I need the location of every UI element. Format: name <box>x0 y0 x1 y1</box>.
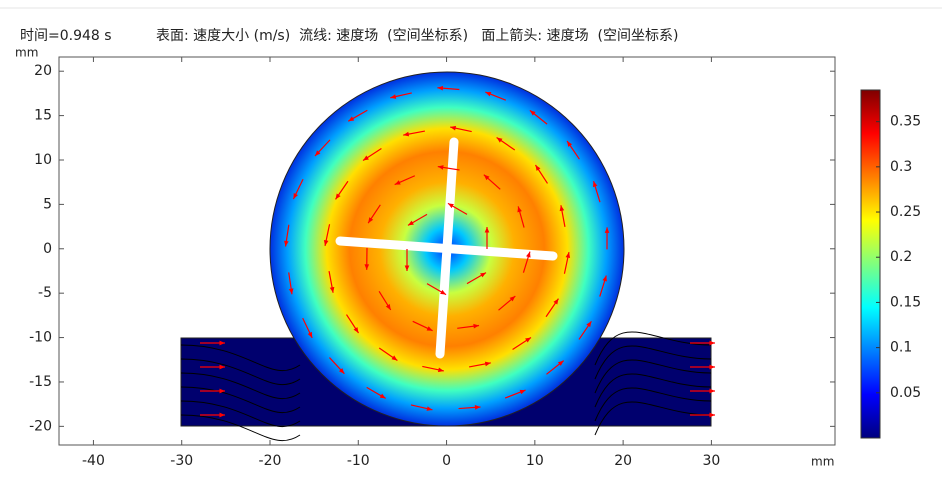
colorbar-tick-label: 0.1 <box>890 340 912 356</box>
y-tick-label: -5 <box>38 285 52 301</box>
colorbar-tick-label: 0.2 <box>890 249 912 265</box>
colorbar-tick-label: 0.15 <box>890 294 921 310</box>
x-tick-label: -40 <box>82 453 105 469</box>
x-tick-label: 0 <box>442 453 451 469</box>
y-tick-label: 5 <box>43 196 52 212</box>
x-tick-label: -10 <box>347 453 370 469</box>
colorbar-tick-label: 0.25 <box>890 204 921 220</box>
y-tick-label: 15 <box>34 108 52 124</box>
time-label: 时间=0.948 s <box>20 28 112 44</box>
y-tick-label: -15 <box>29 374 52 390</box>
plot-title: 表面: 速度大小 (m/s) 流线: 速度场 (空间坐标系) 面上箭头: 速度场… <box>156 27 678 44</box>
y-tick-label: -20 <box>29 418 52 434</box>
x-tick-label: 20 <box>614 453 632 469</box>
colorbar <box>861 90 880 438</box>
y-tick-label: -10 <box>29 330 52 346</box>
y-tick-label: 0 <box>43 241 52 257</box>
colorbar-tick-label: 0.35 <box>890 114 921 130</box>
y-tick-label: 20 <box>34 63 52 79</box>
x-tick-label: -20 <box>259 453 282 469</box>
x-tick-label: 10 <box>526 453 544 469</box>
x-axis-label: mm <box>811 455 834 469</box>
x-tick-label: 30 <box>702 453 720 469</box>
x-tick-label: -30 <box>170 453 193 469</box>
colorbar-tick-label: 0.05 <box>890 385 921 401</box>
colorbar-tick-label: 0.3 <box>890 159 912 175</box>
y-tick-label: 10 <box>34 152 52 168</box>
y-axis-label: mm <box>15 46 38 60</box>
